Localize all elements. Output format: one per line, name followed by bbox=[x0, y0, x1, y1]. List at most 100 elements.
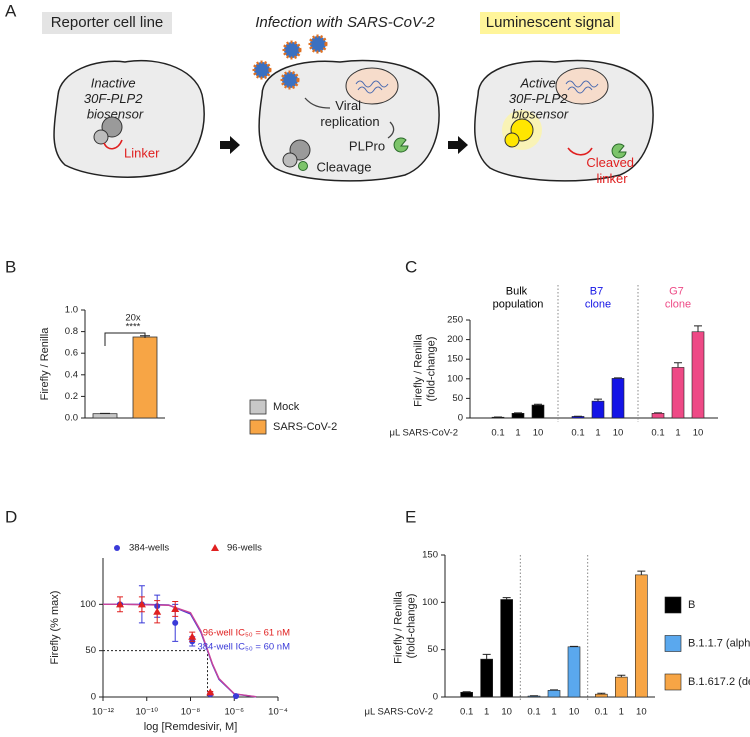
step-label: Cleavage bbox=[317, 159, 372, 174]
bar bbox=[591, 400, 605, 419]
y-axis-label: Firefly / Renilla (fold-change) bbox=[412, 331, 437, 407]
rna bbox=[355, 80, 389, 94]
arrow bbox=[448, 136, 468, 154]
biosensor bbox=[93, 129, 109, 145]
title-highlight bbox=[480, 12, 620, 34]
legend-label: 384-wells bbox=[129, 543, 169, 554]
point bbox=[171, 604, 180, 612]
plpro bbox=[298, 161, 308, 171]
legend-label: B bbox=[688, 599, 695, 611]
y-tick-label: 1.0 bbox=[65, 305, 78, 316]
error-bar bbox=[594, 398, 602, 402]
x-tick-label: 1 bbox=[675, 428, 680, 439]
x-tick-label: 10 bbox=[533, 428, 544, 439]
y-axis-label: Firefly / Renilla bbox=[39, 327, 51, 401]
linker-label: Linker bbox=[124, 145, 160, 160]
legend-label: Mock bbox=[273, 401, 300, 413]
y-axis-label: Firefly / Renilla (fold-change) bbox=[392, 588, 417, 664]
cell bbox=[473, 59, 654, 182]
x-tick-label: 1 bbox=[515, 428, 520, 439]
nucleus bbox=[555, 67, 609, 105]
x-tick-label: 1 bbox=[595, 428, 600, 439]
step-label: Viral replication bbox=[320, 99, 379, 130]
group-title: G7 clone bbox=[665, 285, 691, 310]
x-tick-label: 10 bbox=[569, 707, 580, 718]
annotation: 96-well IC₅₀ = 61 nM bbox=[203, 628, 290, 639]
bar bbox=[531, 404, 545, 419]
error-bar bbox=[597, 692, 606, 695]
error-bar bbox=[694, 325, 702, 332]
bar bbox=[595, 693, 608, 698]
linker bbox=[103, 139, 123, 150]
bar bbox=[92, 413, 118, 419]
y-axis-label: Firefly (% max) bbox=[49, 591, 61, 665]
biosensor bbox=[282, 152, 298, 168]
y-tick-label: 50 bbox=[427, 644, 438, 655]
bar bbox=[547, 690, 561, 698]
y-tick-label: 50 bbox=[452, 393, 463, 404]
bar bbox=[500, 599, 513, 698]
x-tick-label: 10 bbox=[501, 707, 512, 718]
annotation: 20x bbox=[125, 313, 141, 324]
y-tick-label: 250 bbox=[447, 315, 463, 326]
point bbox=[232, 693, 239, 700]
x-tick-label: 1 bbox=[619, 707, 624, 718]
panel-label: A bbox=[5, 1, 17, 20]
biosensor bbox=[504, 132, 520, 148]
x-axis-label: μL SARS-CoV-2 bbox=[365, 707, 433, 718]
y-tick-label: 0.8 bbox=[65, 326, 78, 337]
ic50-guide bbox=[103, 650, 209, 697]
flow-arrow bbox=[304, 97, 331, 109]
x-tick-label: 1 bbox=[484, 707, 489, 718]
error-bar bbox=[674, 362, 682, 368]
panel-label: C bbox=[405, 257, 417, 276]
legend-label: SARS-CoV-2 bbox=[273, 421, 337, 433]
x-tick-label: 10⁻⁶ bbox=[225, 707, 245, 718]
x-tick-label: 0.1 bbox=[651, 428, 664, 439]
point bbox=[172, 619, 179, 626]
panel-label: D bbox=[5, 507, 17, 526]
point bbox=[206, 688, 215, 696]
rna bbox=[565, 80, 599, 94]
bar bbox=[511, 412, 525, 419]
y-tick-label: 100 bbox=[447, 373, 463, 384]
virus bbox=[280, 70, 300, 90]
plpro bbox=[611, 143, 627, 159]
x-tick-label: 0.1 bbox=[460, 707, 473, 718]
bar bbox=[480, 658, 493, 698]
x-tick-label: 10 bbox=[693, 428, 704, 439]
y-tick-label: 0.2 bbox=[65, 391, 78, 402]
bar bbox=[611, 378, 625, 419]
x-axis-label: log [Remdesivir, M] bbox=[144, 721, 238, 733]
point bbox=[116, 600, 125, 608]
group-title: Bulk population bbox=[493, 285, 544, 310]
point bbox=[188, 632, 197, 640]
y-tick-label: 100 bbox=[422, 597, 438, 608]
y-tick-label: 150 bbox=[447, 354, 463, 365]
linker-label: Cleaved linker bbox=[586, 156, 637, 187]
biosensor-label: Inactive 30F-PLP2 biosensor bbox=[84, 76, 146, 122]
legend-label: B.1.617.2 (delta) bbox=[688, 676, 750, 688]
flow-arrow bbox=[387, 121, 395, 139]
y-tick-label: 100 bbox=[80, 599, 96, 610]
linker bbox=[567, 147, 593, 156]
legend-label: B.1.1.7 (alpha) bbox=[688, 637, 750, 649]
arrow bbox=[220, 136, 240, 154]
y-tick-label: 0 bbox=[91, 692, 96, 703]
annotation: **** bbox=[126, 322, 141, 333]
legend-marker bbox=[211, 544, 219, 551]
error-bar bbox=[617, 674, 626, 678]
y-tick-label: 0.6 bbox=[65, 348, 78, 359]
bar bbox=[635, 574, 648, 698]
y-tick-label: 150 bbox=[422, 550, 438, 561]
legend-swatch bbox=[249, 399, 267, 415]
panel-label: B bbox=[5, 257, 16, 276]
y-tick-label: 0.0 bbox=[65, 413, 78, 424]
bar bbox=[567, 646, 581, 698]
panel-label: E bbox=[405, 507, 416, 526]
x-tick-label: 0.1 bbox=[527, 707, 540, 718]
x-tick-label: 0.1 bbox=[491, 428, 504, 439]
group-title: B7 clone bbox=[585, 285, 611, 310]
legend-swatch bbox=[249, 419, 267, 435]
